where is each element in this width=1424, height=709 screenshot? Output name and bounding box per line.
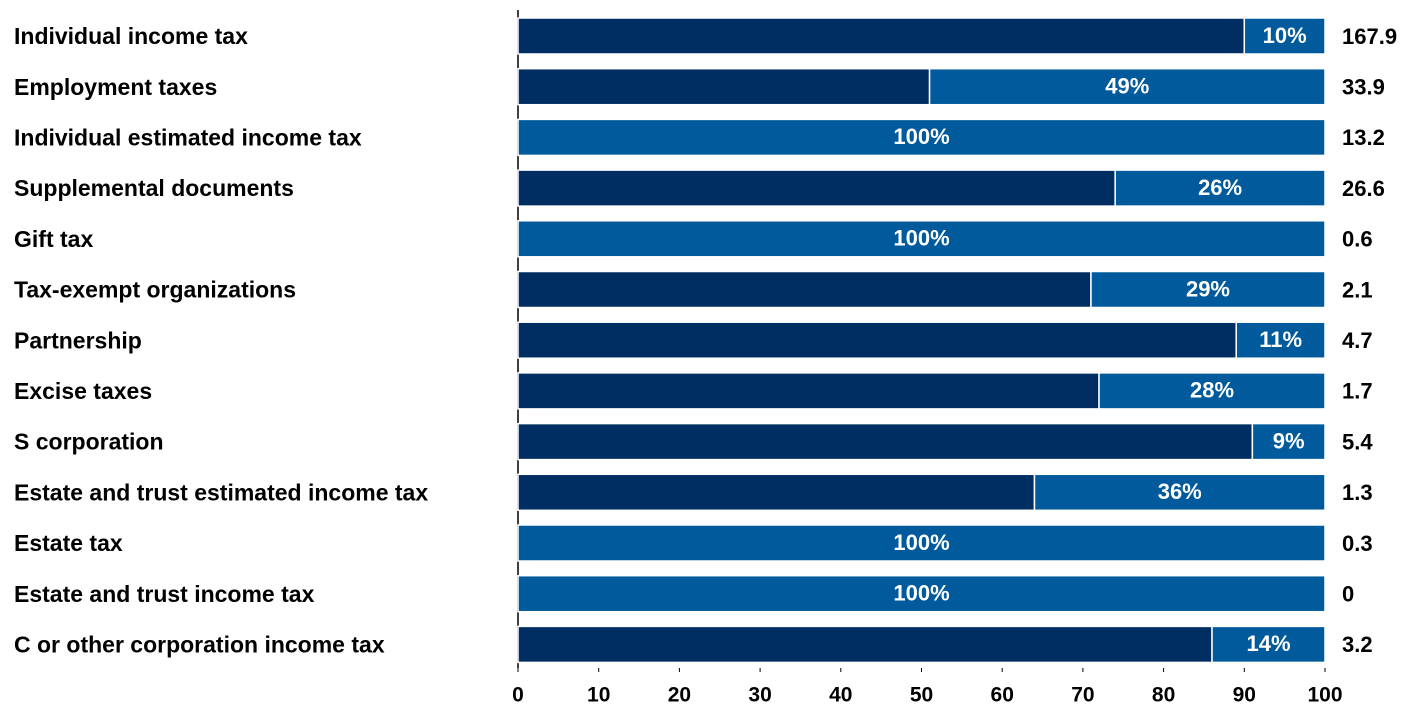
bar-segment (517, 220, 1326, 258)
bar-segment (1251, 422, 1326, 461)
bar-segment (1211, 625, 1326, 664)
category-label: Individual income tax (14, 23, 248, 49)
x-tick-label: 60 (991, 684, 1014, 707)
total-label: 1.7 (1342, 379, 1373, 404)
x-tick-label: 40 (829, 684, 852, 707)
value-label: 14% (1246, 631, 1290, 656)
bar-segment (517, 625, 1213, 664)
total-label: 4.7 (1342, 328, 1373, 353)
total-label: 167.9 (1342, 24, 1397, 49)
bar-segment (517, 524, 1326, 562)
x-tick-label: 10 (587, 684, 610, 707)
bar-segment (1114, 169, 1326, 207)
category-label: Excise taxes (14, 378, 152, 404)
bar-segment (517, 270, 1092, 309)
value-label: 100% (893, 124, 949, 149)
category-label: C or other corporation income tax (14, 631, 385, 657)
category-label: Employment taxes (14, 74, 217, 100)
category-label: S corporation (14, 429, 164, 455)
category-label: Estate and trust estimated income tax (14, 479, 428, 505)
total-label: 1.3 (1342, 480, 1373, 505)
value-label: 9% (1273, 428, 1305, 453)
x-tick-label: 70 (1071, 684, 1094, 707)
total-label: 33.9 (1342, 75, 1385, 100)
bar-segment (1243, 17, 1326, 55)
bar-segment (517, 169, 1116, 207)
value-label: 28% (1190, 378, 1234, 403)
value-label: 10% (1263, 23, 1307, 48)
bar-segment (517, 67, 931, 106)
x-tick-label: 20 (668, 684, 691, 707)
bar-segment (1033, 473, 1326, 512)
bar-segment (517, 372, 1100, 410)
value-label: 36% (1158, 479, 1202, 504)
value-label: 100% (893, 581, 949, 606)
category-label: Gift tax (14, 226, 93, 252)
category-label: Estate and trust income tax (14, 581, 315, 607)
category-label: Supplemental documents (14, 175, 294, 201)
total-label: 0.3 (1342, 531, 1373, 556)
value-label: 100% (893, 226, 949, 251)
category-label: Individual estimated income tax (14, 124, 362, 150)
value-label: 26% (1198, 175, 1242, 200)
bar-segment (517, 17, 1246, 55)
x-tick-label: 80 (1152, 684, 1175, 707)
value-label: 100% (893, 530, 949, 555)
bar-segment (517, 422, 1254, 461)
bar-segment (517, 321, 1237, 359)
value-label: 29% (1186, 276, 1230, 301)
total-label: 13.2 (1342, 125, 1385, 150)
category-label: Partnership (14, 327, 142, 353)
total-label: 26.6 (1342, 176, 1385, 201)
bar-segment (928, 67, 1326, 106)
x-tick-label: 90 (1233, 684, 1256, 707)
bar-segment (517, 574, 1326, 613)
bar-segment (1098, 372, 1326, 410)
total-label: 0.6 (1342, 227, 1373, 252)
value-label: 11% (1259, 327, 1302, 352)
total-label: 0 (1342, 582, 1354, 607)
x-tick-label: 0 (512, 684, 524, 707)
bar-segment (1090, 270, 1326, 309)
bar-segment (1235, 321, 1326, 359)
x-tick-label: 30 (748, 684, 771, 707)
category-label: Tax-exempt organizations (14, 277, 296, 303)
bar-segment (517, 118, 1326, 157)
x-tick-label: 50 (910, 684, 933, 707)
x-tick-label: 100 (1307, 684, 1342, 707)
total-label: 3.2 (1342, 632, 1373, 657)
total-label: 5.4 (1342, 429, 1373, 454)
total-label: 2.1 (1342, 277, 1373, 302)
bar-segment (517, 473, 1036, 512)
category-label: Estate tax (14, 530, 123, 556)
value-label: 49% (1105, 74, 1149, 99)
